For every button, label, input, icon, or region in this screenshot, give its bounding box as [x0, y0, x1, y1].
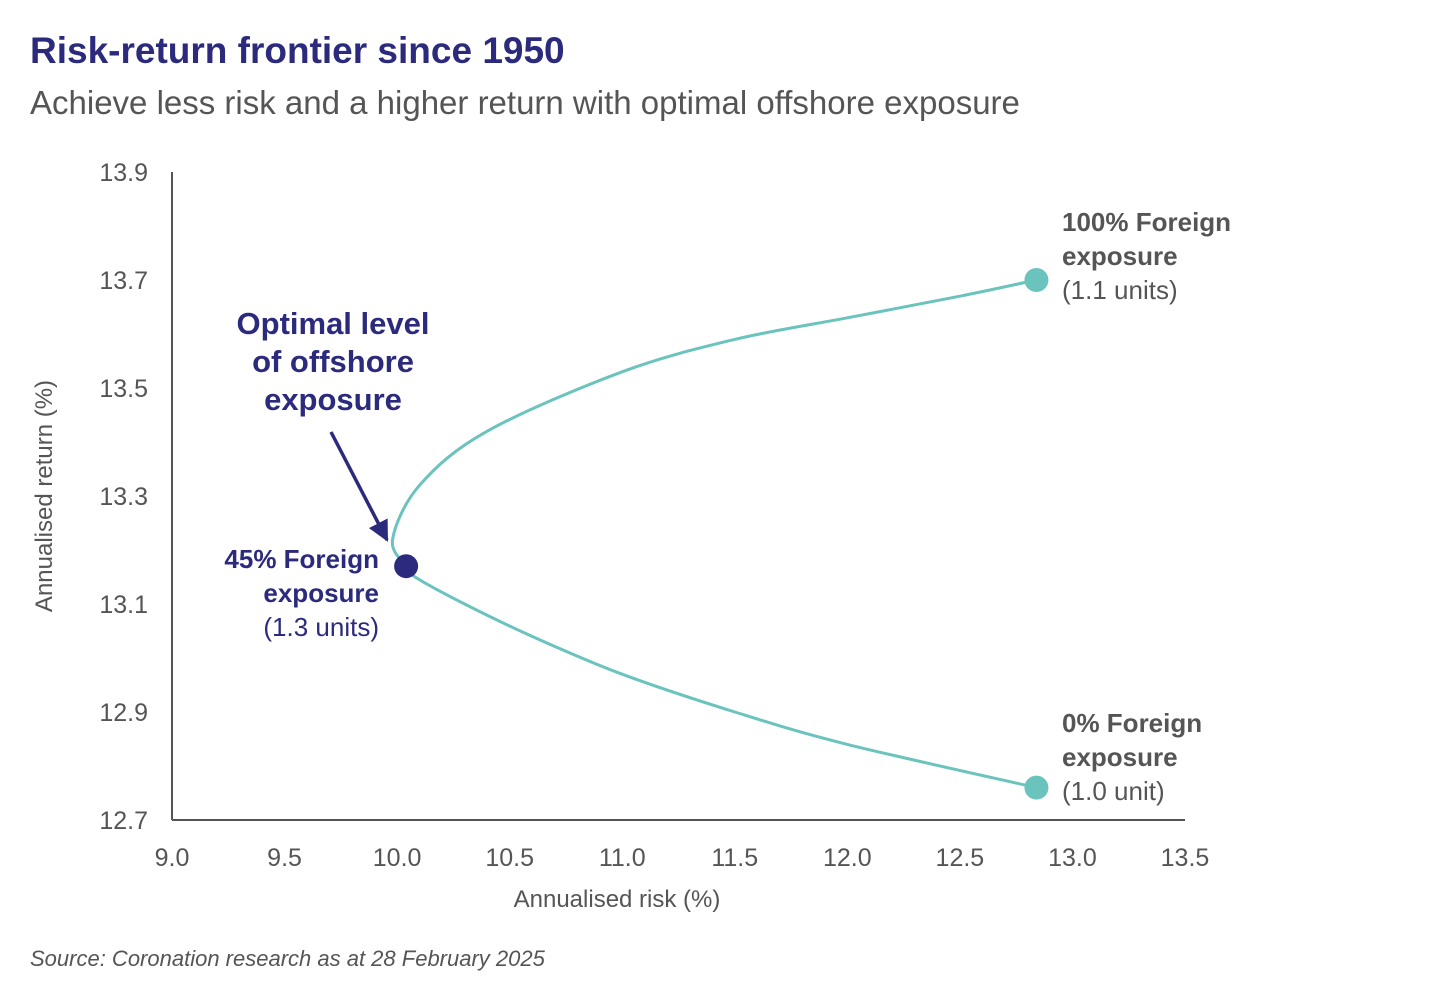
- optimal-annotation: Optimal level of offshore exposure: [237, 306, 430, 542]
- label-0-line-1: 0% Foreign: [1062, 708, 1202, 738]
- label-45-line-2: exposure: [263, 578, 379, 608]
- y-tick-0: 12.7: [99, 807, 148, 835]
- x-tick-9: 13.5: [1161, 844, 1210, 872]
- chart-title: Risk-return frontier since 1950: [30, 30, 565, 71]
- y-tick-1: 12.9: [99, 699, 148, 727]
- label-0-line-2: exposure: [1062, 742, 1178, 772]
- data-point-0: [1024, 268, 1049, 292]
- point-labels: 100% Foreign exposure (1.1 units) 45% Fo…: [224, 207, 1231, 806]
- x-tick-7: 12.5: [936, 844, 985, 872]
- source-note: Source: Coronation research as at 28 Feb…: [30, 946, 545, 971]
- annotation-line-3: exposure: [264, 382, 402, 417]
- x-tick-2: 10.0: [373, 844, 422, 872]
- annotation-arrow: [329, 431, 389, 542]
- x-tick-5: 11.5: [711, 844, 758, 872]
- label-45-units: (1.3 units): [263, 612, 379, 642]
- y-tick-3: 13.3: [99, 483, 148, 511]
- y-tick-5: 13.7: [99, 267, 148, 295]
- x-tick-3: 10.5: [485, 844, 534, 872]
- data-point-1: [394, 554, 419, 579]
- x-tick-6: 12.0: [823, 844, 872, 872]
- chart-subtitle: Achieve less risk and a higher return wi…: [30, 84, 1020, 121]
- annotation-line-2: of offshore: [252, 344, 414, 379]
- data-points: [394, 268, 1049, 800]
- annotation-line-1: Optimal level: [237, 306, 430, 341]
- label-0-units: (1.0 unit): [1062, 776, 1165, 806]
- frontier-curve: [390, 278, 1037, 790]
- y-tick-4: 13.5: [99, 375, 148, 403]
- y-tick-2: 13.1: [99, 591, 148, 619]
- x-tick-8: 13.0: [1048, 844, 1097, 872]
- label-100-line-1: 100% Foreign: [1062, 207, 1231, 237]
- data-point-2: [1024, 775, 1049, 800]
- x-tick-labels: 9.0 9.5 10.0 10.5 11.0 11.5 12.0 12.5 13.0 13.5: [155, 844, 1210, 872]
- label-45-line-1: 45% Foreign: [224, 544, 379, 574]
- x-axis-label: Annualised risk (%): [514, 886, 721, 913]
- y-tick-6: 13.9: [99, 159, 148, 187]
- x-tick-0: 9.0: [155, 844, 190, 872]
- y-tick-labels: 12.7 12.9 13.1 13.3 13.5 13.7 13.9: [99, 159, 148, 835]
- label-100-line-2: exposure: [1062, 241, 1178, 271]
- y-axis-label: Annualised return (%): [31, 380, 58, 612]
- x-tick-1: 9.5: [267, 844, 302, 872]
- x-tick-4: 11.0: [599, 844, 646, 872]
- label-100-units: (1.1 units): [1062, 275, 1178, 305]
